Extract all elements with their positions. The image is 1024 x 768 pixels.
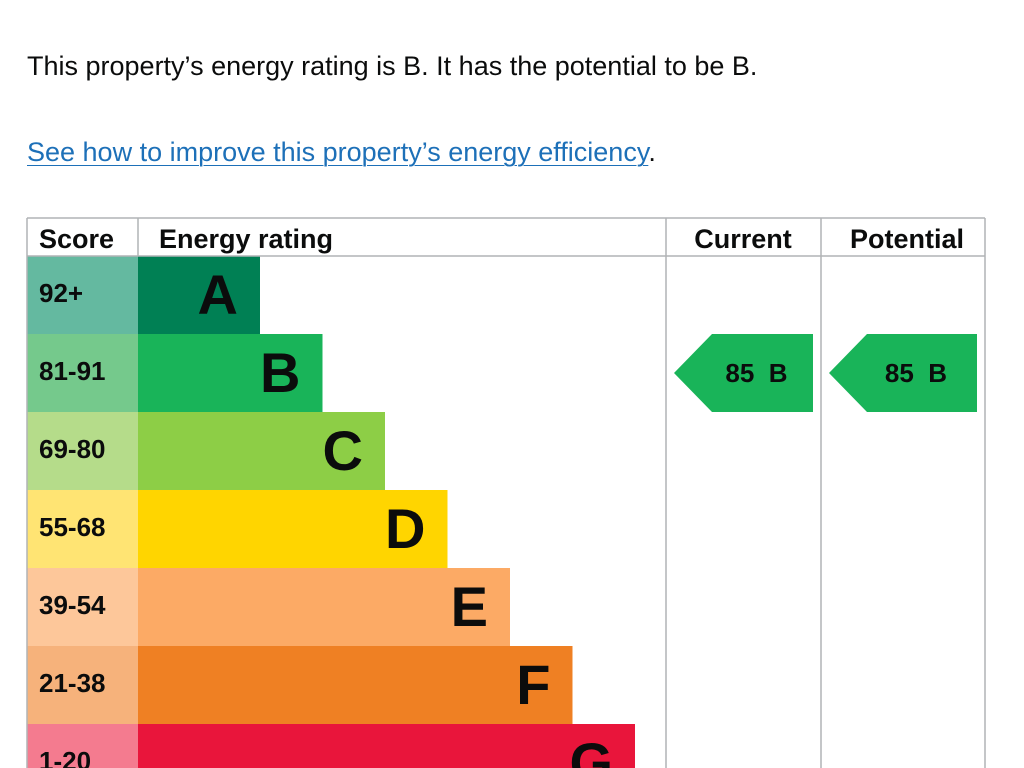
header-score: Score <box>39 224 114 254</box>
band-letter-b: B <box>260 341 300 404</box>
score-label-f: 21-38 <box>39 668 106 698</box>
score-cell-f <box>27 646 138 724</box>
score-cell-b <box>27 334 138 412</box>
score-label-d: 55-68 <box>39 512 106 542</box>
score-label-a: 92+ <box>39 278 83 308</box>
band-bar-c <box>138 412 385 490</box>
band-bar-a <box>138 256 260 334</box>
band-bar-g <box>138 724 635 768</box>
header-energy-rating: Energy rating <box>159 224 333 254</box>
score-cell-d <box>27 490 138 568</box>
band-letter-e: E <box>451 575 488 638</box>
band-bar-e <box>138 568 510 646</box>
potential-rating-arrow <box>829 334 977 412</box>
band-letter-f: F <box>516 653 550 716</box>
band-letter-d: D <box>385 497 425 560</box>
band-letter-g: G <box>569 731 613 768</box>
improve-paragraph: See how to improve this property’s energ… <box>27 132 656 172</box>
band-bar-b <box>138 334 323 412</box>
score-label-e: 39-54 <box>39 590 106 620</box>
band-letter-a: A <box>198 263 238 326</box>
header-current: Current <box>694 224 792 254</box>
potential-rating-label: 85 B <box>885 358 947 388</box>
band-bar-f <box>138 646 573 724</box>
score-cell-c <box>27 412 138 490</box>
score-cell-a <box>27 256 138 334</box>
score-label-b: 81-91 <box>39 356 106 386</box>
header-potential: Potential <box>850 224 964 254</box>
score-label-g: 1-20 <box>39 746 91 768</box>
current-rating-arrow <box>674 334 813 412</box>
band-bar-d <box>138 490 448 568</box>
current-rating-label: 85 B <box>725 358 787 388</box>
band-letter-c: C <box>323 419 363 482</box>
score-cell-e <box>27 568 138 646</box>
rating-summary-text: This property’s energy rating is B. It h… <box>27 51 758 81</box>
improve-trailing-period: . <box>648 137 656 167</box>
score-label-c: 69-80 <box>39 434 106 464</box>
score-cell-g <box>27 724 138 768</box>
improve-energy-link[interactable]: See how to improve this property’s energ… <box>27 137 649 167</box>
